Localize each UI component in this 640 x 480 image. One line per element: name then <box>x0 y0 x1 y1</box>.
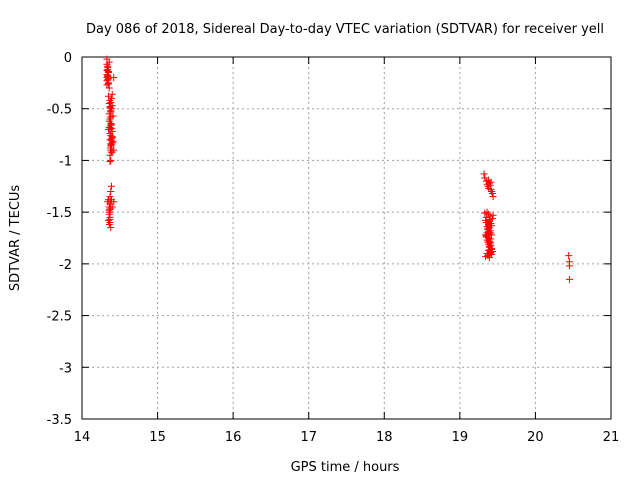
data-point <box>105 84 113 92</box>
data-point <box>108 139 116 147</box>
y-tick-label: 0 <box>64 51 72 66</box>
data-point <box>489 193 497 201</box>
data-point <box>110 198 118 206</box>
data-point <box>480 170 488 178</box>
data-points <box>103 55 573 283</box>
data-point <box>107 187 115 195</box>
data-point <box>107 99 115 107</box>
data-point <box>485 240 493 248</box>
chart-title: Day 086 of 2018, Sidereal Day-to-day VTE… <box>86 22 604 37</box>
data-point <box>565 252 573 260</box>
y-tick-label: -1.5 <box>47 206 72 221</box>
data-point <box>488 245 496 253</box>
data-point <box>107 119 115 127</box>
data-point <box>104 67 112 75</box>
data-point <box>482 218 490 226</box>
y-tick-label: -3.5 <box>47 413 72 428</box>
y-tick-label: -2 <box>59 258 72 273</box>
data-point <box>565 275 573 283</box>
y-tick-label: -1 <box>59 154 72 169</box>
data-point <box>486 181 494 189</box>
data-point <box>107 108 115 116</box>
y-tick-label: -2.5 <box>47 310 72 325</box>
x-tick-labels: 14 15 16 17 18 19 20 21 <box>74 430 620 445</box>
data-point <box>104 80 112 88</box>
y-tick-labels: 0 -0.5 -1 -1.5 -2 -2.5 -3 -3.5 <box>47 51 72 428</box>
data-point <box>108 90 116 98</box>
data-point <box>483 223 491 231</box>
plot-frame <box>81 56 612 420</box>
data-point <box>565 262 573 270</box>
data-point <box>107 224 115 232</box>
data-point <box>487 178 495 186</box>
axis-ticks <box>81 56 612 420</box>
data-point <box>110 74 118 82</box>
data-point <box>107 105 115 113</box>
data-point <box>485 230 493 238</box>
data-point <box>488 190 496 198</box>
data-point <box>481 174 489 182</box>
data-point <box>106 205 114 213</box>
data-point <box>107 94 115 102</box>
data-point <box>106 157 114 165</box>
data-point <box>104 62 112 70</box>
x-tick-label: 17 <box>300 430 317 445</box>
data-point <box>105 123 113 131</box>
data-point <box>105 58 113 66</box>
data-point <box>488 222 496 230</box>
data-point <box>485 210 493 218</box>
data-point <box>486 215 494 223</box>
data-point <box>487 235 495 243</box>
data-point <box>481 209 489 217</box>
x-axis-label: GPS time / hours <box>291 460 400 475</box>
x-tick-label: 16 <box>225 430 242 445</box>
data-point <box>110 146 118 154</box>
data-point <box>485 254 493 262</box>
x-tick-label: 19 <box>452 430 469 445</box>
x-tick-label: 18 <box>376 430 393 445</box>
data-point <box>106 213 114 221</box>
data-point <box>106 104 114 112</box>
x-tick-label: 15 <box>149 430 166 445</box>
y-tick-label: -0.5 <box>47 103 72 118</box>
data-point <box>109 112 117 120</box>
x-tick-label: 21 <box>603 430 620 445</box>
data-point <box>489 211 497 219</box>
data-point <box>482 253 490 261</box>
data-point <box>108 133 116 141</box>
x-tick-label: 20 <box>527 430 544 445</box>
data-point <box>106 193 114 201</box>
x-tick-label: 14 <box>74 430 91 445</box>
data-point <box>482 233 490 241</box>
data-point <box>105 221 113 229</box>
data-point <box>107 182 115 190</box>
y-tick-label: -3 <box>59 361 72 376</box>
data-point <box>105 208 113 216</box>
grid-lines <box>82 57 611 419</box>
y-axis-label: SDTVAR / TECUs <box>8 185 23 292</box>
data-point <box>107 156 115 164</box>
data-point <box>104 198 112 206</box>
